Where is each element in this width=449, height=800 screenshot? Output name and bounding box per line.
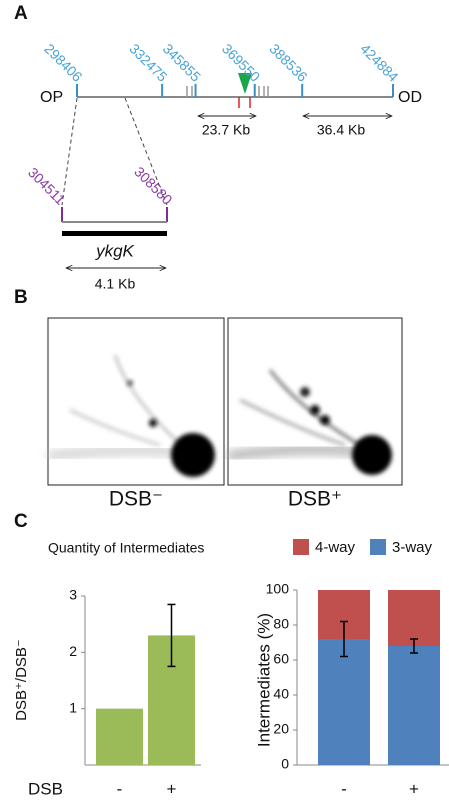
- gene-bar: [62, 231, 167, 236]
- panel-label: A: [14, 3, 28, 24]
- panel-label: C: [14, 511, 28, 532]
- map-coordinate: 424884: [357, 40, 401, 84]
- y-tick-label: 60: [273, 651, 289, 667]
- gel-image: [227, 317, 403, 486]
- x-tick-label: -: [117, 779, 123, 798]
- span-label: 23.7 Kb: [202, 122, 250, 138]
- map-coordinate: 298406: [41, 40, 85, 84]
- dsb-site: [238, 73, 252, 94]
- gene-name: ykgK: [95, 241, 134, 260]
- y-tick-label: 100: [266, 581, 290, 597]
- od-label: OD: [398, 89, 422, 106]
- map-coordinate: 345855: [160, 40, 204, 84]
- bar-segment: [388, 646, 440, 765]
- x-axis-label: DSB: [28, 779, 63, 798]
- minor-ticks: [186, 86, 269, 97]
- zoom-line: [124, 97, 168, 206]
- zoom-line: [61, 97, 78, 206]
- bar: [96, 708, 143, 765]
- gel-label: DSB⁻: [109, 488, 163, 511]
- red-ticks: [238, 97, 251, 108]
- y-axis-label: DSB⁺/DSB⁻: [13, 639, 30, 721]
- legend-swatch: [370, 539, 386, 555]
- y-tick-label: 80: [273, 616, 289, 632]
- y-tick-label: 1: [69, 699, 77, 715]
- bar-segment: [388, 590, 440, 646]
- inset-bracket: [61, 207, 168, 222]
- gene-span: 4.1 Kb: [95, 276, 136, 292]
- x-tick-label: +: [409, 779, 419, 798]
- inset-coordinate: 304511: [25, 164, 69, 208]
- panel-label: B: [14, 287, 28, 308]
- y-tick-label: 0: [281, 756, 289, 772]
- gel-image: [47, 317, 225, 486]
- op-label: OP: [40, 89, 63, 106]
- x-tick-label: -: [341, 779, 347, 798]
- legend-swatch: [293, 539, 309, 555]
- legend-label: 3-way: [392, 539, 433, 556]
- gel-label: DSB⁺: [288, 488, 342, 511]
- map-coordinate: 388536: [266, 40, 310, 84]
- x-tick-label: +: [167, 779, 177, 798]
- y-tick-label: 20: [273, 721, 289, 737]
- section-title: Quantity of Intermediates: [48, 540, 204, 556]
- y-tick-label: 3: [69, 587, 77, 603]
- span-label: 36.4 Kb: [317, 122, 365, 138]
- bar-segment: [318, 639, 370, 765]
- y-axis-label: Intermediates (%): [254, 613, 273, 747]
- y-tick-label: 40: [273, 686, 289, 702]
- y-tick-label: 2: [69, 643, 77, 659]
- legend-label: 4-way: [315, 539, 356, 556]
